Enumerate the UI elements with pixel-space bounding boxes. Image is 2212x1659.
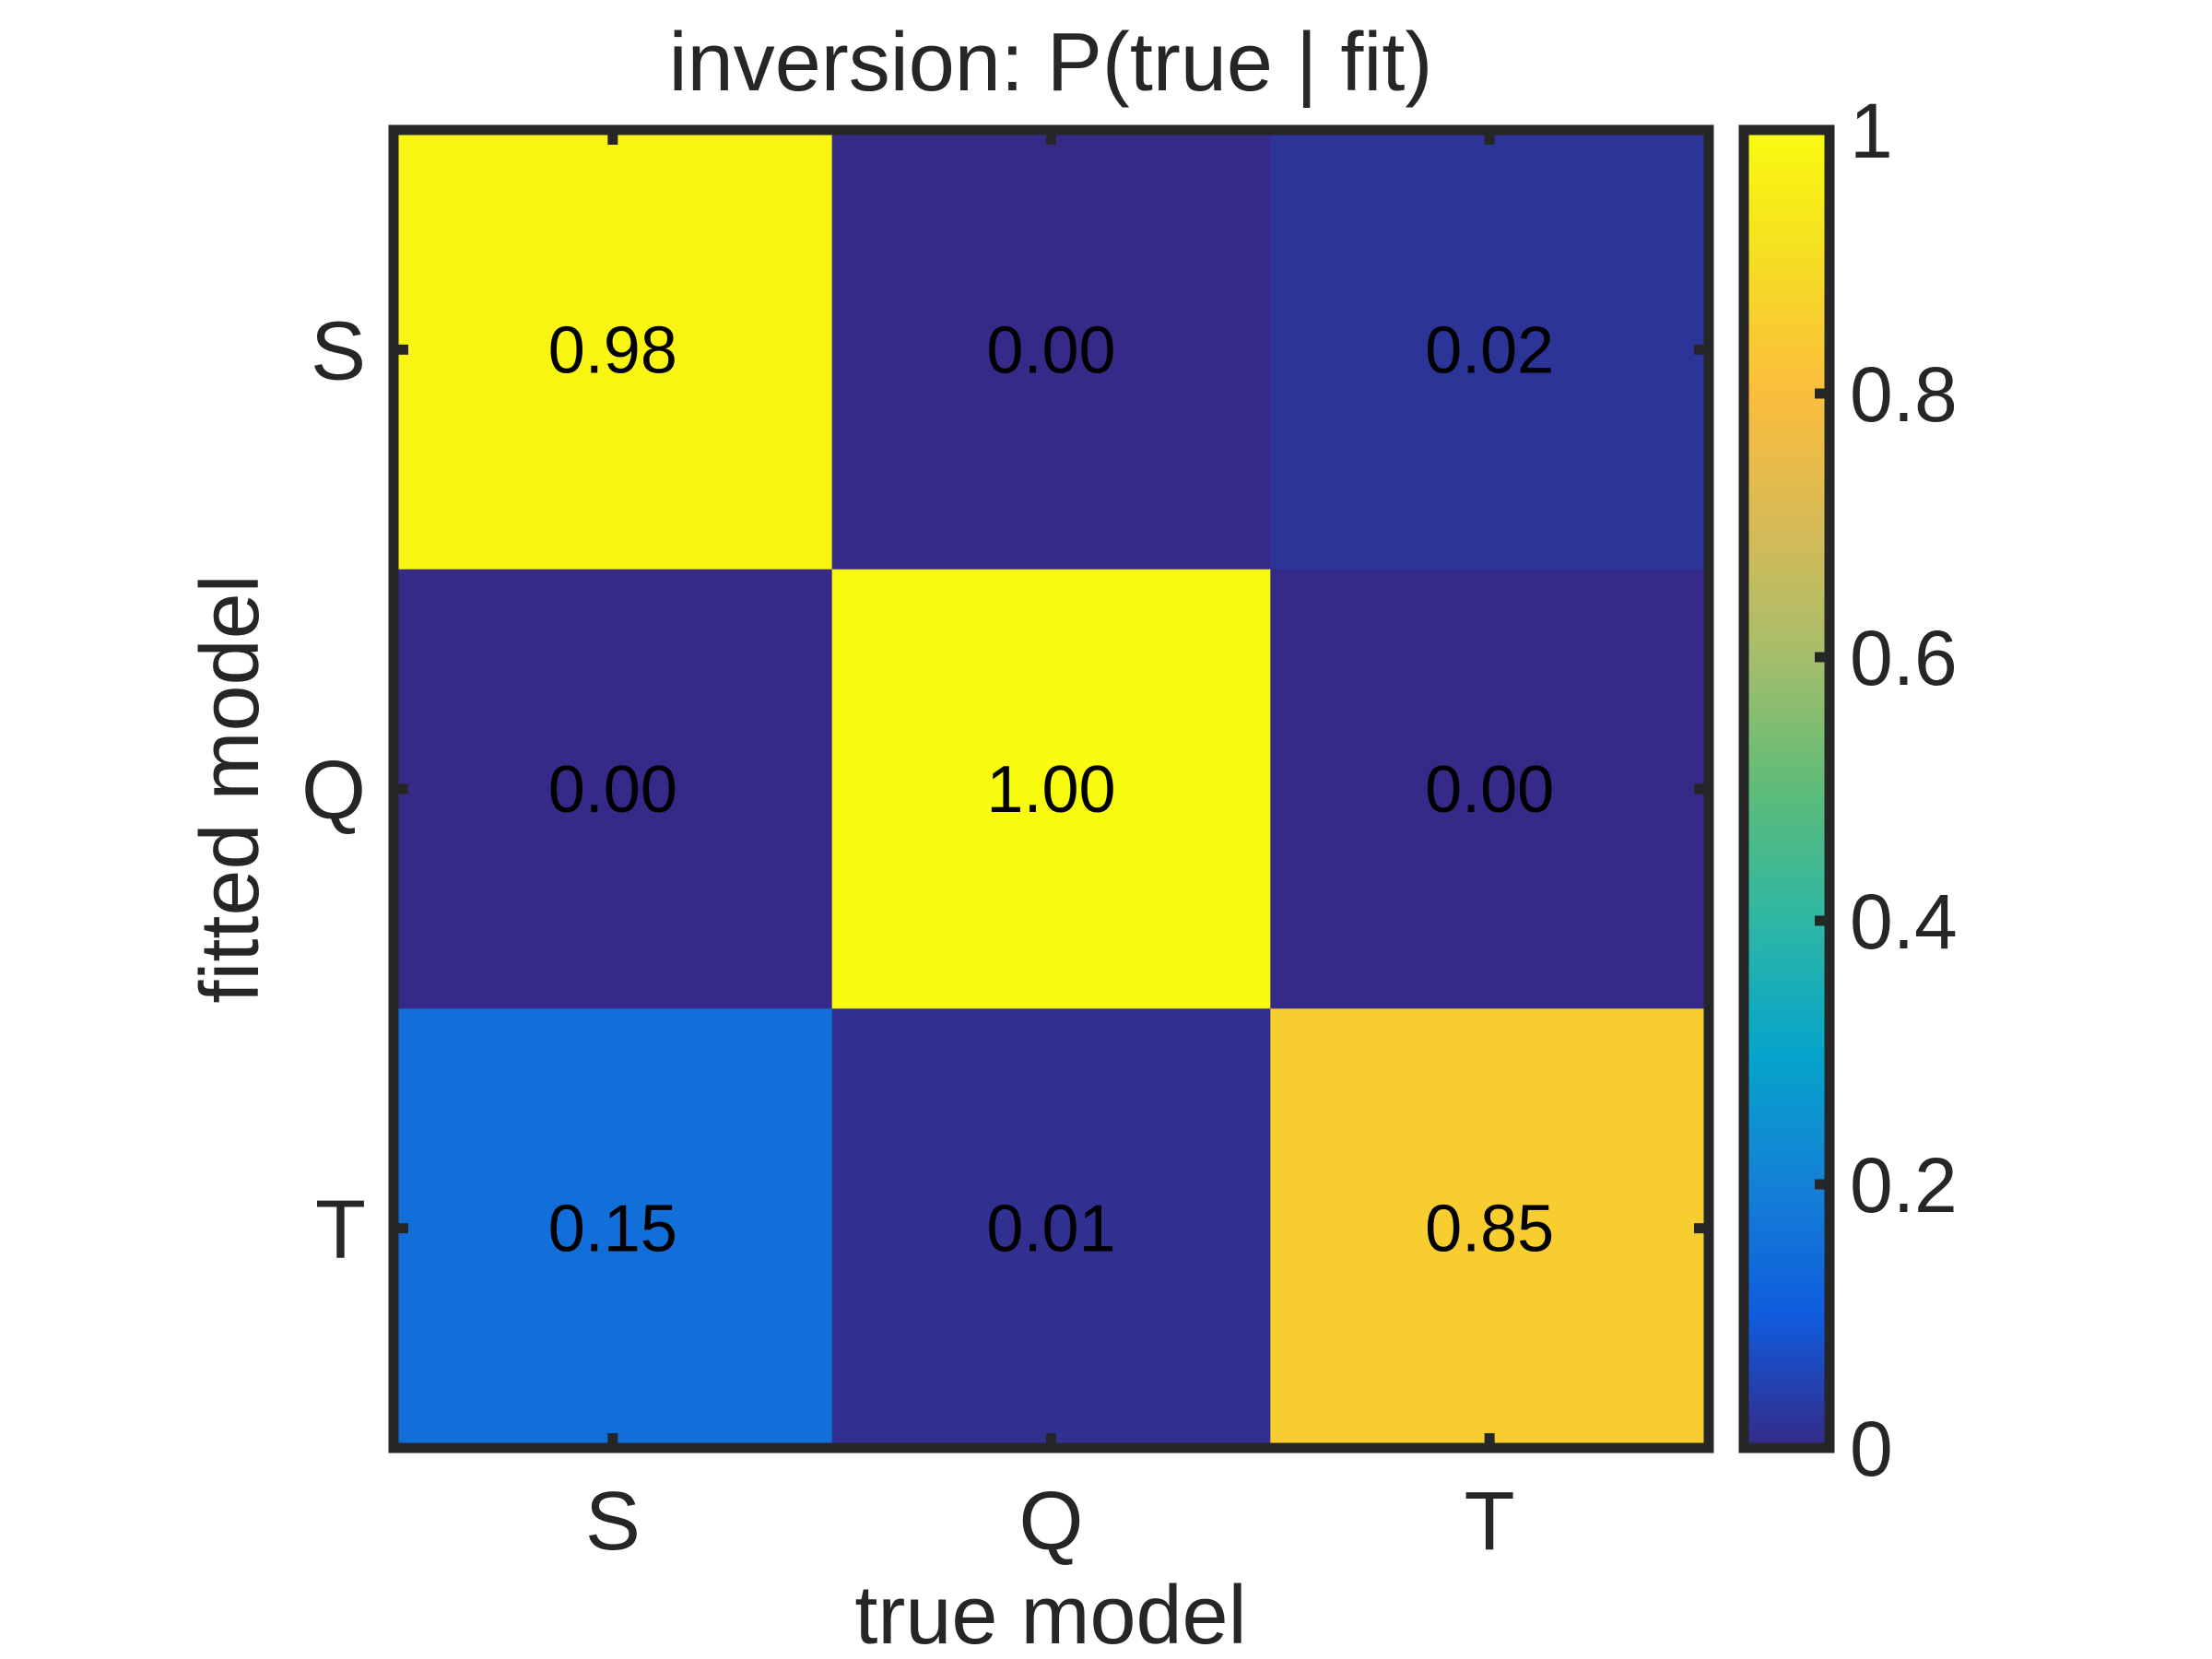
axis-ticks <box>394 130 1709 1448</box>
heatmap-cell-Q-S <box>394 569 833 1009</box>
cell-value-label: 0.01 <box>986 1193 1115 1266</box>
heatmap-cell-S-T <box>1270 130 1710 571</box>
y-tick-label: T <box>315 1184 366 1277</box>
y-tick-label: S <box>311 305 366 397</box>
cell-value-label: 0.98 <box>548 313 677 387</box>
y-tick-label: Q <box>301 745 366 837</box>
colorbar-tick-label: 1 <box>1850 88 1893 174</box>
colorbar-tick-label: 0.8 <box>1850 351 1958 438</box>
colorbar-tick-label: 0.6 <box>1850 615 1958 701</box>
x-tick-label: T <box>1465 1476 1515 1568</box>
colorbar-tick-label: 0.2 <box>1850 1142 1958 1229</box>
colorbar-tick-labels: 0 0.2 0.4 0.6 0.8 1 <box>1850 88 1958 1492</box>
colorbar-tick-label: 0 <box>1850 1406 1893 1492</box>
cell-value-label: 0.00 <box>1425 753 1554 827</box>
x-tick-label: Q <box>1018 1476 1083 1568</box>
cell-value-label: 0.85 <box>1425 1193 1554 1266</box>
colorbar-tick-label: 0.4 <box>1850 878 1958 965</box>
cell-value-label: 1.00 <box>986 753 1115 827</box>
heatmap-cell-Q-Q <box>831 569 1271 1009</box>
cell-value-label: 0.00 <box>986 313 1115 387</box>
colorbar-ticks <box>1815 124 1830 1453</box>
colorbar-gradient <box>1738 124 1835 1453</box>
y-axis-label: fitted model <box>184 574 276 1003</box>
heatmap-cell-S-Q <box>831 130 1271 571</box>
cell-value-label: 0.15 <box>548 1193 677 1266</box>
y-tick-labels: S Q T <box>301 305 366 1276</box>
cell-value-label: 0.02 <box>1425 313 1554 387</box>
heatmap-cell-T-Q <box>831 1008 1271 1449</box>
heatmap-cell-Q-T <box>1270 569 1710 1009</box>
x-axis-label: true model <box>854 1570 1246 1659</box>
cell-value-label: 0.00 <box>548 753 677 827</box>
colorbar: 0 0.2 0.4 0.6 0.8 1 <box>1738 88 1958 1492</box>
heatmap-cells <box>394 130 1710 1449</box>
heatmap-cell-T-T <box>1270 1008 1710 1449</box>
heatmap-cell-T-S <box>394 1008 833 1449</box>
heatmap-cell-labels: 0.98 0.00 0.02 0.00 1.00 0.00 0.15 0.01 0.85 <box>548 313 1554 1265</box>
x-tick-label: S <box>585 1476 641 1568</box>
heatmap-cell-S-S <box>394 130 833 571</box>
chart-title: inversion: P(true | fit) <box>669 17 1433 109</box>
